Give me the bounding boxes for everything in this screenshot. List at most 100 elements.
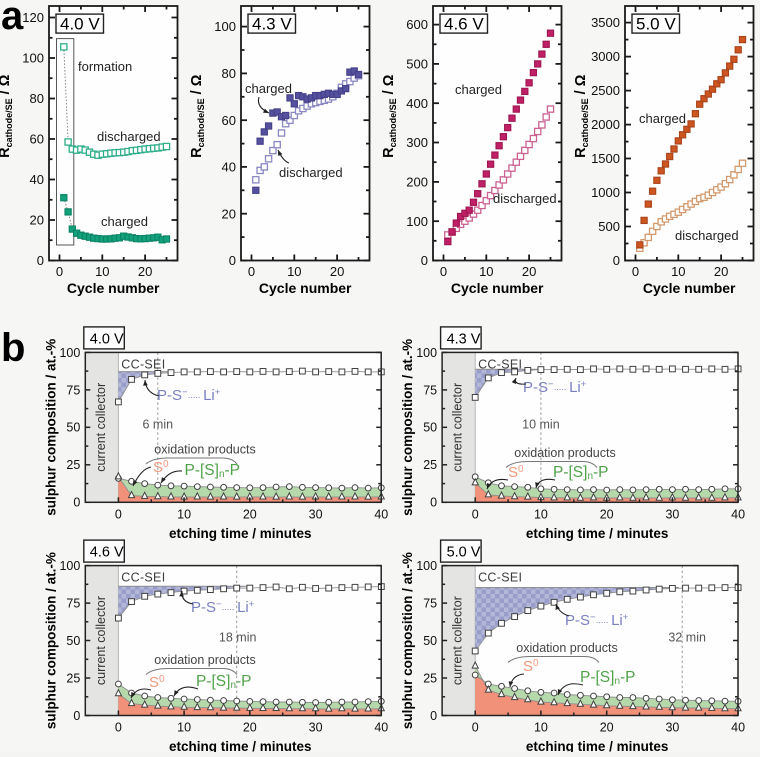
svg-text:charged: charged (245, 81, 292, 96)
svg-text:3500: 3500 (591, 15, 620, 30)
svg-text:sulphur composition / at.-%: sulphur composition / at.-% (400, 552, 415, 729)
svg-text:etching time / minutes: etching time / minutes (526, 739, 669, 752)
svg-text:10: 10 (177, 721, 191, 735)
svg-text:18 min: 18 min (219, 631, 257, 645)
svg-text:0: 0 (56, 264, 63, 279)
svg-text:20: 20 (522, 264, 536, 279)
svg-text:current collector: current collector (94, 383, 108, 472)
svg-text:0: 0 (632, 264, 639, 279)
svg-text:30: 30 (665, 721, 679, 735)
svg-text:40: 40 (222, 160, 236, 175)
svg-text:20: 20 (714, 264, 728, 279)
svg-text:1500: 1500 (591, 151, 620, 166)
svg-text:500: 500 (598, 219, 620, 234)
svg-text:400: 400 (406, 96, 428, 111)
svg-text:5.0 V: 5.0 V (636, 14, 676, 33)
svg-text:25: 25 (423, 458, 437, 472)
svg-text:discharged: discharged (675, 228, 739, 243)
svg-text:P-[S]n-P: P-[S]n-P (185, 462, 241, 480)
svg-text:50: 50 (66, 634, 80, 648)
svg-text:etching time / minutes: etching time / minutes (526, 526, 669, 541)
svg-text:120: 120 (22, 10, 44, 25)
svg-text:30: 30 (309, 721, 323, 735)
svg-text:25: 25 (66, 671, 80, 685)
svg-text:Cycle number: Cycle number (451, 280, 544, 296)
svg-text:Cycle number: Cycle number (643, 280, 736, 296)
svg-text:0: 0 (73, 709, 80, 723)
svg-text:charged: charged (101, 214, 148, 229)
svg-text:40: 40 (374, 721, 388, 735)
svg-text:discharged: discharged (97, 129, 161, 144)
svg-text:100: 100 (416, 346, 437, 360)
svg-text:P-S−····· Li+: P-S−····· Li+ (565, 612, 629, 629)
svg-text:300: 300 (406, 135, 428, 150)
svg-text:0: 0 (115, 507, 122, 521)
svg-text:oxidation products: oxidation products (154, 443, 255, 457)
svg-text:P-[S]n-P: P-[S]n-P (553, 464, 609, 482)
svg-text:100: 100 (214, 19, 236, 34)
svg-text:25: 25 (423, 671, 437, 685)
svg-text:100: 100 (22, 51, 44, 66)
svg-text:20: 20 (243, 721, 257, 735)
svg-text:Cycle number: Cycle number (259, 280, 352, 296)
svg-text:20: 20 (138, 264, 152, 279)
svg-text:100: 100 (406, 214, 428, 229)
svg-text:discharged: discharged (493, 191, 557, 206)
svg-text:current collector: current collector (451, 383, 465, 472)
svg-text:10: 10 (479, 264, 493, 279)
svg-text:5.0 V: 5.0 V (447, 545, 481, 561)
svg-text:6 min: 6 min (143, 417, 174, 431)
svg-text:25: 25 (66, 458, 80, 472)
svg-text:20: 20 (330, 264, 344, 279)
svg-text:50: 50 (423, 634, 437, 648)
svg-text:100: 100 (59, 559, 80, 573)
svg-text:60: 60 (30, 132, 44, 147)
svg-text:0: 0 (421, 253, 428, 268)
svg-text:0: 0 (472, 507, 479, 521)
svg-text:600: 600 (406, 17, 428, 32)
svg-text:4.3 V: 4.3 V (447, 331, 481, 347)
svg-text:oxidation products: oxidation products (516, 641, 617, 655)
svg-text:1000: 1000 (591, 185, 620, 200)
svg-text:2500: 2500 (591, 83, 620, 98)
svg-text:current collector: current collector (94, 596, 108, 685)
svg-text:discharged: discharged (279, 165, 343, 180)
svg-text:4.6 V: 4.6 V (90, 545, 124, 561)
svg-text:40: 40 (731, 721, 745, 735)
svg-text:10 min: 10 min (522, 417, 560, 431)
svg-text:3000: 3000 (591, 49, 620, 64)
svg-text:200: 200 (406, 175, 428, 190)
svg-text:75: 75 (66, 383, 80, 397)
svg-text:60: 60 (222, 113, 236, 128)
svg-text:80: 80 (222, 66, 236, 81)
svg-text:0: 0 (248, 264, 255, 279)
svg-text:P-[S]n-P: P-[S]n-P (580, 669, 636, 687)
svg-text:32 min: 32 min (668, 631, 706, 645)
svg-text:0: 0 (115, 721, 122, 735)
svg-text:0: 0 (37, 253, 44, 268)
svg-text:Rcathode/SE / Ω: Rcathode/SE / Ω (0, 74, 14, 158)
svg-text:4.0 V: 4.0 V (60, 14, 100, 33)
svg-text:sulphur composition / at.-%: sulphur composition / at.-% (400, 339, 415, 516)
svg-text:P-S−····· Li+: P-S−····· Li+ (191, 599, 255, 616)
svg-text:CC-SEI: CC-SEI (478, 357, 522, 371)
svg-text:20: 20 (222, 206, 236, 221)
svg-text:100: 100 (59, 346, 80, 360)
svg-text:P-[S]n-P: P-[S]n-P (196, 673, 252, 691)
svg-text:sulphur composition / at.-%: sulphur composition / at.-% (43, 552, 58, 729)
svg-text:40: 40 (374, 507, 388, 521)
svg-text:P-S−····· Li+: P-S−····· Li+ (157, 387, 221, 404)
svg-text:20: 20 (30, 213, 44, 228)
svg-text:current collector: current collector (451, 596, 465, 685)
svg-text:80: 80 (30, 91, 44, 106)
svg-text:75: 75 (423, 383, 437, 397)
svg-text:formation: formation (78, 59, 132, 74)
svg-text:10: 10 (534, 721, 548, 735)
svg-text:10: 10 (671, 264, 685, 279)
svg-text:0: 0 (613, 253, 620, 268)
svg-text:30: 30 (309, 507, 323, 521)
svg-text:0: 0 (229, 253, 236, 268)
svg-text:75: 75 (66, 597, 80, 611)
svg-text:100: 100 (416, 559, 437, 573)
svg-text:etching time / minutes: etching time / minutes (169, 526, 312, 541)
